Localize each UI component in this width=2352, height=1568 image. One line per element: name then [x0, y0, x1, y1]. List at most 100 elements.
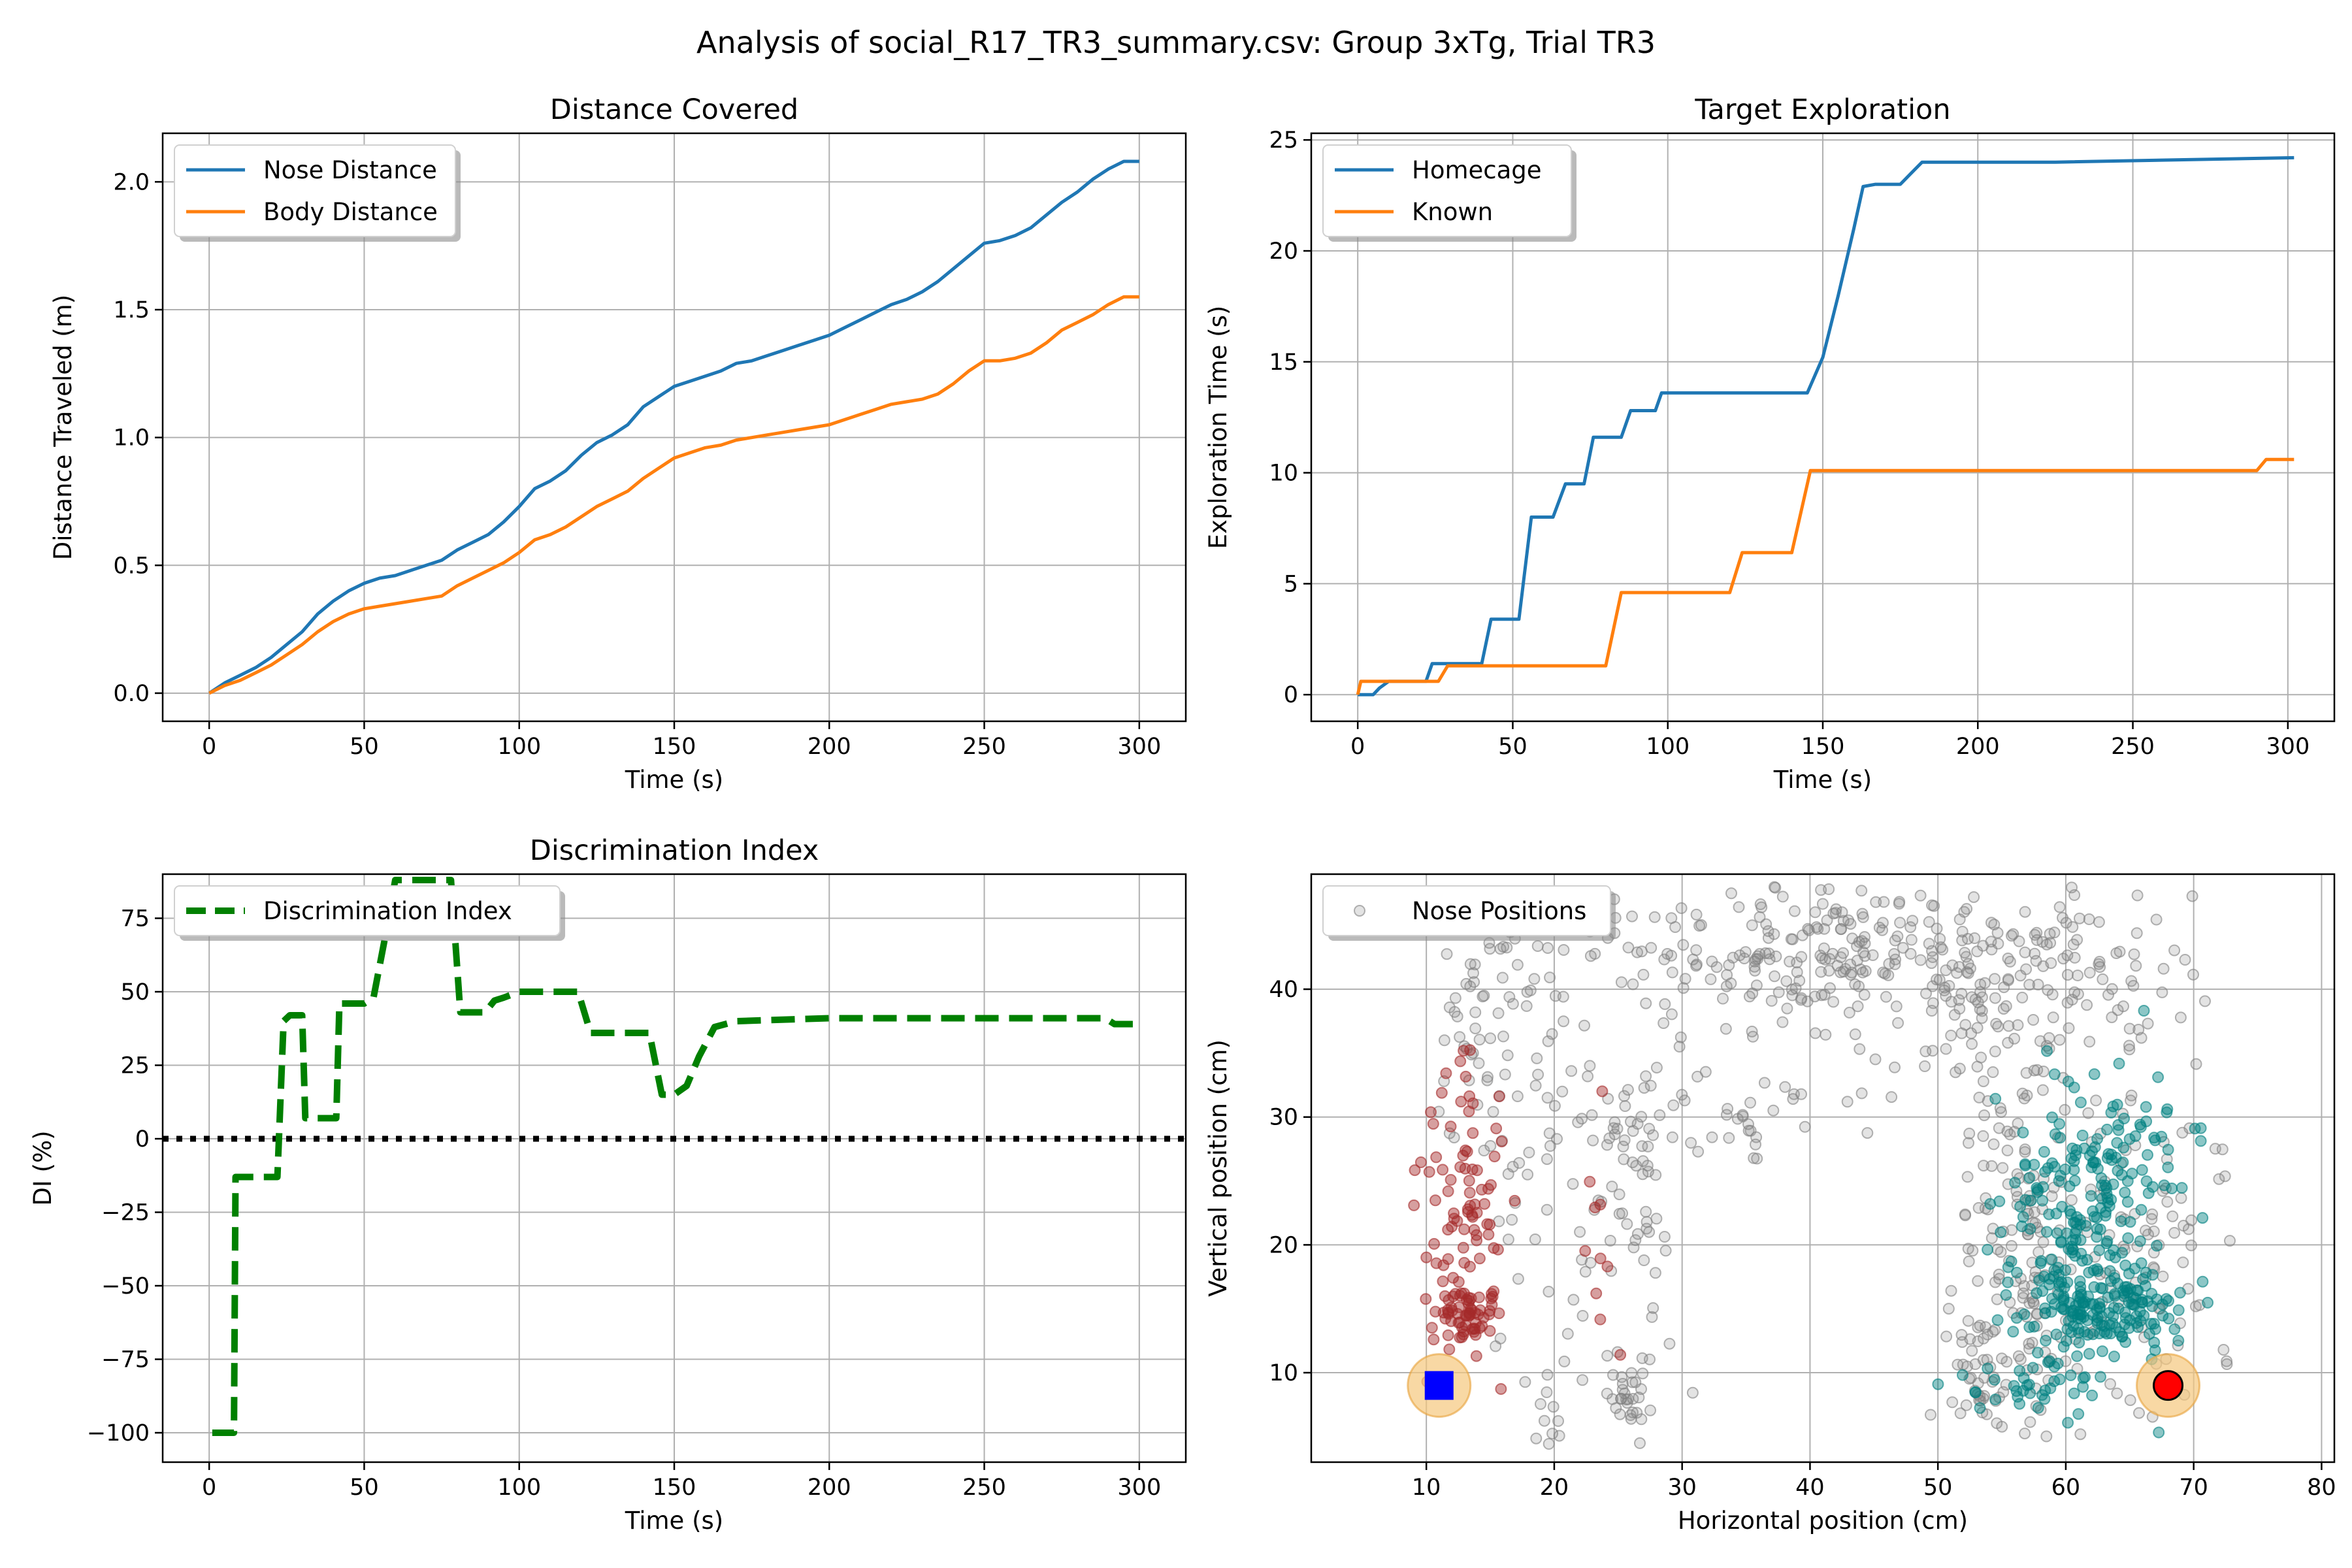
circle-zone-point — [2137, 1273, 2149, 1285]
nose-position-point — [1705, 973, 1717, 985]
nose-position-point — [1690, 908, 1703, 921]
nose-position-point — [1627, 978, 1639, 990]
circle-zone-point — [1957, 1369, 1968, 1381]
nose-position-point — [1960, 951, 1972, 963]
nose-position-point — [1635, 1111, 1648, 1123]
nose-position-point — [2019, 1143, 2031, 1156]
nose-position-point — [1654, 1109, 1666, 1121]
nose-position-point — [2190, 1058, 2202, 1070]
x-tick-label: 100 — [497, 734, 541, 760]
square-zone-point — [1420, 1251, 1433, 1264]
circle-zone-point — [2138, 1005, 2150, 1017]
nose-position-point — [1638, 1254, 1650, 1266]
circle-zone-point — [2197, 1275, 2209, 1288]
nose-position-point — [2123, 1022, 2136, 1035]
circle-zone-point — [2036, 1389, 2048, 1401]
nose-position-point — [1636, 1140, 1648, 1152]
square-zone-point — [1484, 1325, 1496, 1337]
circle-zone-point — [2172, 1335, 2185, 1347]
nose-position-point — [2068, 951, 2081, 964]
nose-position-point — [1769, 970, 1781, 983]
nose-position-point — [1521, 986, 1533, 998]
circle-zone-point — [2136, 1164, 2148, 1176]
nose-position-point — [1914, 889, 1927, 902]
x-tick-label: 0 — [1350, 734, 1365, 760]
square-zone-point — [1584, 1175, 1596, 1188]
nose-position-point — [2032, 979, 2044, 990]
x-tick-label: 20 — [1540, 1475, 1569, 1501]
x-tick-label: 150 — [653, 734, 696, 760]
circle-zone-point — [2162, 1161, 2174, 1173]
nose-position-point — [2148, 1225, 2160, 1237]
nose-position-point — [2166, 1210, 2179, 1222]
nose-position-point — [1996, 1352, 2008, 1365]
nose-position-point — [1867, 949, 1879, 961]
nose-position-point — [2168, 1227, 2181, 1239]
circle-zone-point — [2140, 1101, 2152, 1113]
nose-position-point — [1738, 953, 1750, 964]
nose-position-point — [1647, 1129, 1659, 1141]
circle-zone-point — [1982, 1362, 1994, 1375]
square-zone-point — [1614, 1348, 1627, 1361]
nose-position-point — [1665, 1008, 1678, 1021]
square-zone-point — [1472, 1309, 1484, 1320]
series-line-discrimination-index — [212, 877, 1139, 1436]
nose-position-point — [1557, 990, 1569, 1003]
circle-zone-point — [2032, 1347, 2044, 1359]
nose-position-point — [1469, 1006, 1482, 1019]
square-zone-point — [1430, 1257, 1443, 1269]
circle-zone-point — [1989, 1092, 2002, 1105]
nose-position-point — [1673, 1041, 1686, 1053]
nose-position-point — [1985, 917, 1997, 929]
nose-position-point — [2142, 1017, 2154, 1030]
nose-position-point — [1502, 1168, 1514, 1180]
nose-position-point — [1469, 958, 1481, 971]
y-axis-label: Distance Traveled (m) — [49, 295, 77, 560]
nose-position-point — [1969, 993, 1982, 1005]
nose-position-point — [2199, 995, 2211, 1007]
nose-position-point — [1626, 910, 1638, 923]
nose-position-point — [1852, 1000, 1864, 1013]
nose-position-point — [1897, 941, 1909, 954]
nose-position-point — [2168, 944, 2181, 956]
nose-position-point — [1543, 1286, 1555, 1298]
nose-position-point — [1666, 966, 1678, 979]
circle-zone-point — [2119, 1306, 2131, 1318]
circle-zone-point — [2108, 1350, 2120, 1363]
circle-zone-point — [2082, 1314, 2094, 1326]
nose-position-point — [2047, 1011, 2059, 1024]
nose-position-point — [1945, 1030, 1957, 1041]
circle-zone-point — [1982, 1243, 1994, 1256]
nose-position-point — [1582, 1070, 1594, 1083]
circle-zone-point — [2135, 1257, 2148, 1269]
circle-zone-point — [2115, 1215, 2127, 1228]
x-tick-label: 300 — [1117, 1475, 1161, 1501]
circle-zone-point — [2062, 1416, 2074, 1429]
square-zone-point — [1482, 1228, 1495, 1241]
nose-position-point — [1677, 982, 1690, 994]
nose-position-point — [2053, 1034, 2066, 1046]
nose-position-point — [1606, 1181, 1618, 1193]
circle-zone-point — [2112, 1164, 2124, 1177]
circle-zone-point — [2068, 1175, 2081, 1187]
nose-position-point — [1919, 1045, 1932, 1058]
nose-position-point — [2090, 1094, 2102, 1107]
nose-position-point — [2019, 1428, 2031, 1440]
nose-position-point — [1754, 948, 1766, 960]
nose-position-point — [1579, 1266, 1592, 1278]
nose-position-point — [1665, 949, 1678, 962]
circle-zone-point — [2116, 1330, 2129, 1343]
nose-position-point — [1616, 1378, 1629, 1390]
circle-zone-point — [2073, 1296, 2085, 1309]
circle-zone-point — [2111, 1098, 2123, 1111]
square-zone-point — [1485, 1179, 1497, 1191]
nose-position-point — [2029, 947, 2041, 960]
nose-position-point — [1497, 1030, 1509, 1043]
nose-position-point — [1529, 1233, 1541, 1245]
nose-position-point — [1985, 1160, 1998, 1172]
circle-zone-point — [1991, 1314, 2004, 1326]
nose-position-point — [1977, 1130, 1989, 1142]
nose-position-point — [1842, 914, 1855, 926]
circle-zone-point — [2123, 1133, 2136, 1145]
circle-zone-point — [2065, 1305, 2078, 1317]
